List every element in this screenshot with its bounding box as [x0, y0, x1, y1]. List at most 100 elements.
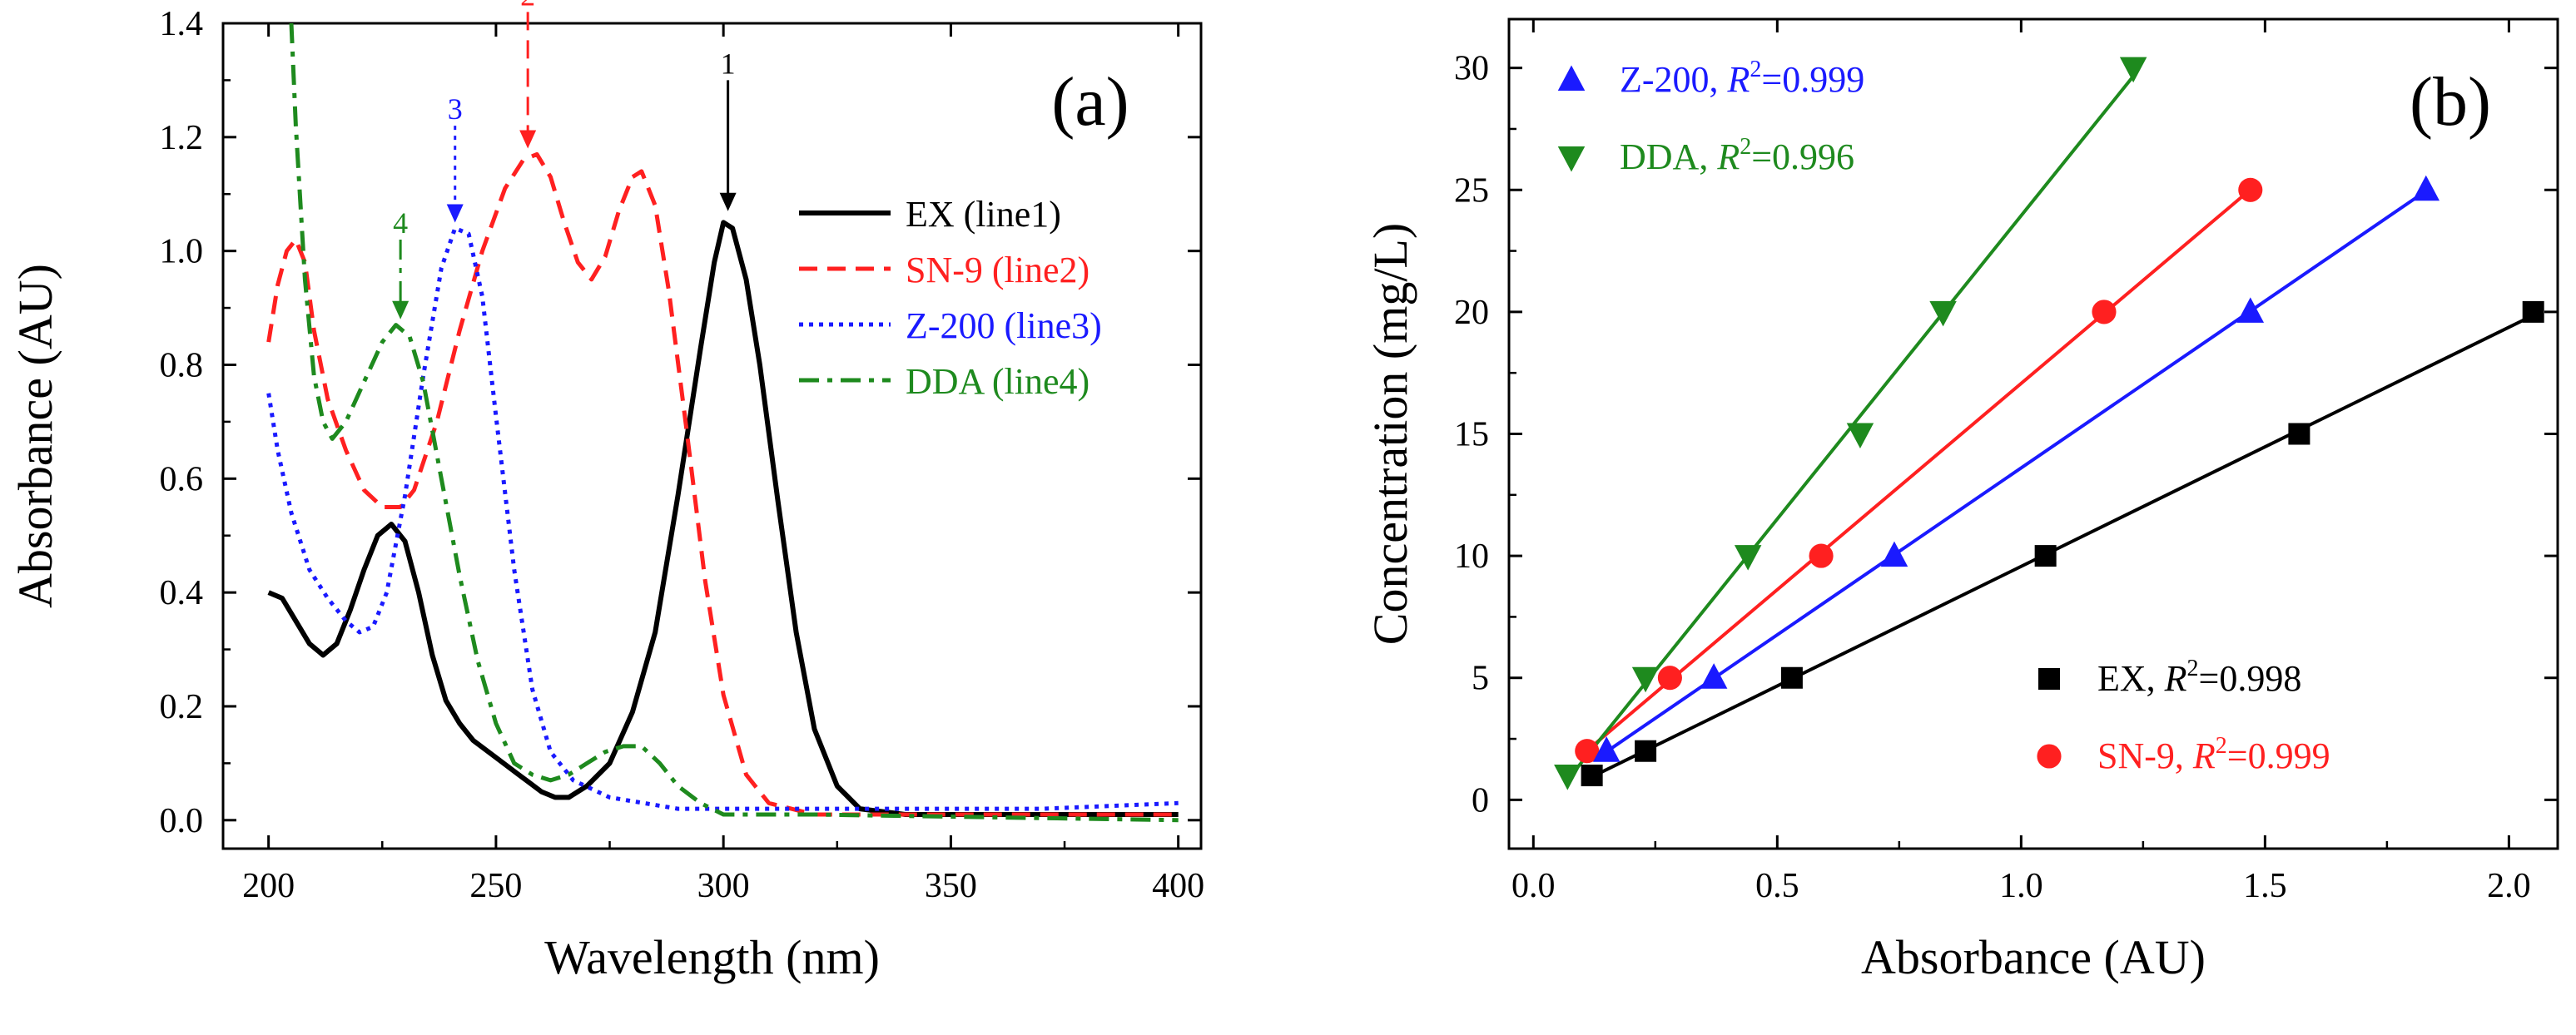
- data-point-sn-9: [1809, 543, 1834, 568]
- x-tick-label: 1.5: [2243, 867, 2287, 905]
- x-tick-label: 0.0: [1511, 867, 1556, 905]
- series-line-ex: [267, 220, 1179, 817]
- data-point-z-200: [2236, 297, 2265, 323]
- series-line-z-200: [266, 225, 1179, 811]
- legend-text: SN-9,: [2097, 735, 2193, 776]
- data-point-ex: [2522, 300, 2544, 323]
- x-axis-label: Absorbance (AU): [1861, 930, 2206, 984]
- legend-value: =0.998: [2199, 658, 2302, 699]
- data-point-z-200: [2412, 175, 2440, 201]
- data-point-z-200: [1880, 541, 1908, 567]
- fit-line-sn-9: [1586, 188, 2252, 752]
- data-point-dda: [1631, 666, 1660, 693]
- legend-exp: 2: [1740, 134, 1751, 160]
- data-point-ex: [2288, 423, 2310, 445]
- y-tick-label: 15: [1454, 416, 1489, 454]
- fit-line-z-200: [1606, 189, 2427, 754]
- fit-line-ex: [1591, 314, 2534, 779]
- plot-frame: [221, 22, 1203, 850]
- legend-exp: 2: [2216, 733, 2227, 759]
- data-point-sn-9: [2238, 177, 2263, 202]
- data-point-dda: [2119, 57, 2147, 83]
- x-axis-label: Wavelength (nm): [544, 930, 880, 984]
- legend-label: Z-200 (line3): [906, 305, 1102, 346]
- legend-label: EX (line1): [906, 194, 1061, 235]
- y-tick-label: 1.0: [160, 233, 204, 271]
- y-tick-label: 20: [1454, 294, 1489, 332]
- annotation-arrowhead-3: [446, 204, 464, 223]
- legend-marker-ex: [2038, 668, 2060, 690]
- x-tick-label: 2.0: [2487, 867, 2531, 905]
- panel-tag-b: (b): [2410, 63, 2491, 141]
- x-tick-label: 200: [242, 867, 295, 905]
- annotation-label-1: 1: [721, 47, 736, 80]
- x-tick-label: 400: [1152, 867, 1204, 905]
- panel-a-absorbance-spectra: 200 250 300 350 400 0.0 0.2 0.4 0.6 0.8 1.0 1.2 1.4 W…: [8, 0, 1204, 984]
- data-point-ex: [1635, 740, 1657, 762]
- annotation-arrowhead-4: [392, 300, 409, 319]
- y-tick-label: 0.0: [160, 802, 204, 840]
- legend-value: =0.999: [2227, 735, 2330, 776]
- y-axis-label: Absorbance (AU): [8, 264, 62, 608]
- legend-marker-sn-9: [2037, 744, 2062, 769]
- data-point-sn-9: [1657, 666, 1682, 691]
- legend-var: R: [1727, 59, 1750, 100]
- annotation-arrowhead-1: [719, 192, 737, 211]
- y-tick-label: 0.2: [160, 688, 204, 726]
- legend-var: R: [2192, 735, 2216, 776]
- legend-exp: 2: [2187, 656, 2199, 681]
- y-tick-label: 0: [1472, 781, 1489, 820]
- series-group: [266, 23, 1179, 823]
- data-point-dda: [1734, 545, 1762, 571]
- annotation-label-2: 2: [520, 0, 535, 12]
- panel-b-calibration-curves: 0.0 0.5 1.0 1.5 2.0 0 5 10 15 20 25 30 Absorbance (A…: [1363, 17, 2559, 984]
- legend-label: DDA (line4): [906, 361, 1089, 402]
- data-point-ex: [1581, 765, 1603, 787]
- data-point-z-200: [1592, 736, 1621, 762]
- x-tick-label: 300: [697, 867, 750, 905]
- legend-marker-dda: [1557, 146, 1586, 172]
- legend-label: SN-9 (line2): [906, 250, 1089, 290]
- y-tick-label: 0.6: [160, 460, 204, 498]
- y-tick-label: 1.4: [160, 5, 204, 43]
- y-tick-label: 0.4: [160, 574, 204, 612]
- y-tick-label: 30: [1454, 50, 1489, 88]
- series-line-sn-9: [266, 151, 1179, 817]
- legend-value: =0.996: [1751, 136, 1854, 177]
- y-tick-label: 25: [1454, 171, 1489, 210]
- data-point-dda: [1846, 423, 1874, 449]
- y-tick-label: 0.8: [160, 346, 204, 384]
- data-point-dda: [1554, 765, 1581, 790]
- y-axis-label: Concentration (mg/L): [1363, 223, 1417, 645]
- data-point-ex: [2034, 545, 2057, 567]
- data-point-dda: [1929, 300, 1957, 327]
- legend-text: DDA,: [1620, 136, 1717, 177]
- data-point-sn-9: [2092, 300, 2117, 324]
- annotation-label-3: 3: [448, 92, 463, 126]
- x-tick-label: 350: [925, 867, 977, 905]
- panel-tag-a: (a): [1051, 63, 1129, 141]
- y-tick-label: 5: [1472, 660, 1489, 698]
- data-point-ex: [1780, 666, 1803, 689]
- x-tick-label: 250: [469, 867, 522, 905]
- legend-exp: 2: [1750, 57, 1761, 82]
- x-tick-label: 0.5: [1755, 867, 1799, 905]
- legend-text: Z-200,: [1620, 59, 1728, 100]
- data-point-z-200: [1700, 663, 1728, 689]
- legend-label-dda: DDA, R2=0.996: [1620, 134, 1854, 177]
- data-point-sn-9: [1575, 739, 1600, 764]
- legend-text: EX,: [2097, 658, 2165, 699]
- annotation-arrowhead-2: [519, 130, 537, 149]
- y-tick-label: 1.2: [160, 119, 204, 157]
- legend-label-ex: EX, R2=0.998: [2097, 656, 2301, 699]
- legend-var: R: [2164, 658, 2187, 699]
- x-tick-label: 1.0: [1999, 867, 2043, 905]
- legend-label-z-200: Z-200, R2=0.999: [1620, 57, 1864, 100]
- legend-value: =0.999: [1761, 59, 1864, 100]
- y-tick-label: 10: [1454, 537, 1489, 576]
- annotation-label-4: 4: [393, 206, 408, 240]
- series-line-dda: [289, 23, 1179, 823]
- legend-marker-z-200: [1557, 65, 1586, 91]
- legend-label-sn-9: SN-9, R2=0.999: [2097, 733, 2330, 776]
